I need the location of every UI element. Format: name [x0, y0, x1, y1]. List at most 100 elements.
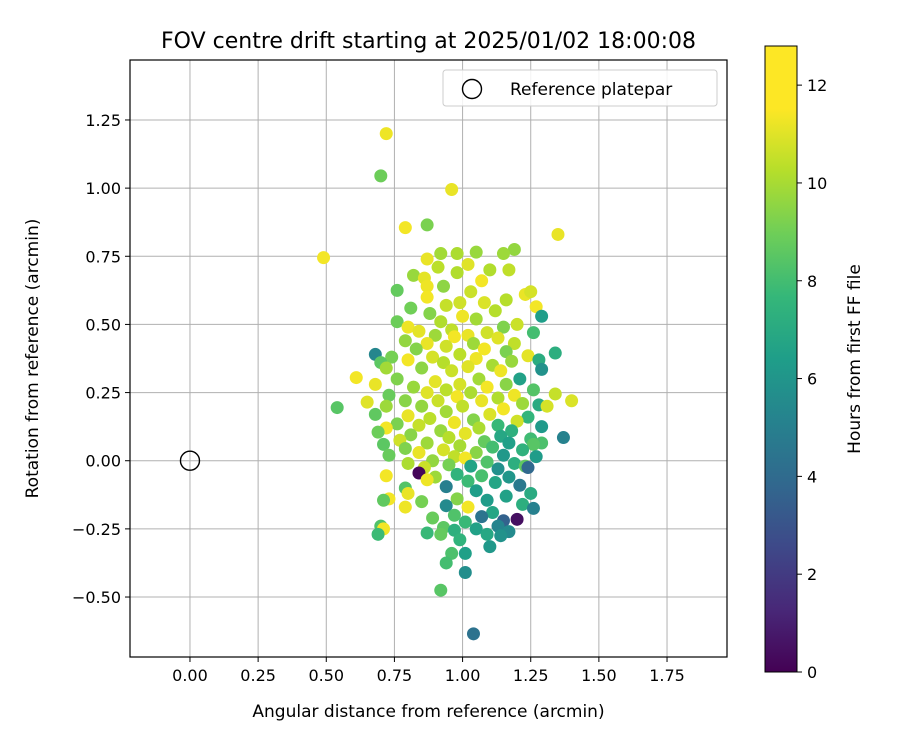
scatter-point [447, 523, 461, 537]
scatter-point [477, 342, 491, 356]
scatter-point [483, 540, 497, 554]
scatter-point [450, 492, 464, 506]
scatter-point [480, 493, 494, 507]
scatter-point [480, 380, 494, 394]
y-tick-label: 0.50 [85, 315, 121, 334]
scatter-point [398, 500, 412, 514]
scatter-point [475, 469, 489, 483]
scatter-point [398, 221, 412, 235]
scatter-point [480, 527, 494, 541]
scatter-point [507, 337, 521, 351]
x-axis-label: Angular distance from reference (arcmin) [252, 702, 604, 722]
colorbar-tick-label: 8 [807, 272, 817, 291]
scatter-point [447, 330, 461, 344]
scatter-point [439, 556, 453, 570]
scatter-point [439, 405, 453, 419]
scatter-point [420, 386, 434, 400]
scatter-point [447, 416, 461, 430]
scatter-point [510, 512, 524, 526]
y-axis-ticks: −0.50 −0.25 0.00 0.25 0.50 0.75 1.00 1.25 [72, 111, 130, 607]
scatter-point [526, 437, 540, 451]
scatter-point [371, 425, 385, 439]
colorbar-tick-label: 10 [807, 174, 827, 193]
scatter-point [450, 467, 464, 481]
scatter-point [453, 439, 467, 453]
scatter-point [456, 309, 470, 323]
scatter-point [499, 377, 513, 391]
scatter-point [428, 375, 442, 389]
scatter-point [398, 394, 412, 408]
scatter-point [535, 362, 549, 376]
scatter-point [415, 399, 429, 413]
scatter-point [505, 424, 519, 438]
scatter-point [426, 350, 440, 364]
scatter-point [513, 478, 527, 492]
scatter-points [317, 127, 579, 641]
colorbar-tick-label: 0 [807, 663, 817, 682]
scatter-point [458, 546, 472, 560]
scatter-point [439, 339, 453, 353]
scatter-point [442, 458, 456, 472]
scatter-point [516, 443, 530, 457]
scatter-point [491, 331, 505, 345]
legend-box [442, 69, 718, 107]
scatter-point [415, 495, 429, 509]
scatter-point [524, 285, 538, 299]
scatter-point [412, 446, 426, 460]
scatter-point [409, 342, 423, 356]
scatter-point [412, 418, 426, 432]
scatter-point [453, 347, 467, 361]
legend-open-circle-icon [461, 78, 483, 100]
scatter-point [434, 583, 448, 597]
scatter-point [420, 290, 434, 304]
scatter-point [420, 252, 434, 266]
scatter-point [447, 508, 461, 522]
scatter-point [516, 497, 530, 511]
x-axis-ticks: 0.00 0.25 0.50 0.75 1.00 1.25 1.50 1.75 [172, 657, 685, 685]
scatter-point [420, 337, 434, 351]
reference-platepar-marker [179, 450, 201, 471]
scatter-point [439, 499, 453, 513]
scatter-point [428, 328, 442, 342]
scatter-point [464, 386, 478, 400]
scatter-point [420, 279, 434, 293]
scatter-point [461, 360, 475, 374]
scatter-point [401, 353, 415, 367]
scatter-point [521, 461, 535, 475]
scatter-point [486, 506, 500, 520]
scatter-point [450, 247, 464, 261]
scatter-point [505, 354, 519, 368]
y-tick-label: 0.25 [85, 384, 121, 403]
colorbar-label: Hours from first FF file [845, 264, 865, 454]
scatter-point [390, 315, 404, 329]
scatter-point [491, 391, 505, 405]
scatter-point [472, 421, 486, 435]
scatter-point [379, 361, 393, 375]
scatter-point [420, 473, 434, 487]
scatter-point [461, 257, 475, 271]
scatter-point [401, 486, 415, 500]
scatter-point [398, 334, 412, 348]
scatter-point [401, 456, 415, 470]
scatter-point [507, 242, 521, 256]
scatter-point [466, 337, 480, 351]
scatter-point [540, 399, 554, 413]
scatter-point [439, 298, 453, 312]
scatter-point [551, 227, 565, 241]
scatter-point [472, 372, 486, 386]
scatter-point [480, 455, 494, 469]
scatter-point [529, 450, 543, 464]
scatter-point [548, 387, 562, 401]
scatter-point [496, 402, 510, 416]
scatter-point [469, 446, 483, 460]
scatter-point [556, 431, 570, 445]
scatter-point [475, 274, 489, 288]
colorbar-tick-label: 4 [807, 467, 817, 486]
scatter-point [548, 346, 562, 360]
scatter-point [349, 371, 363, 385]
scatter-point [475, 394, 489, 408]
x-tick-label: 0.00 [172, 666, 208, 685]
scatter-point [496, 247, 510, 261]
scatter-point [371, 527, 385, 541]
